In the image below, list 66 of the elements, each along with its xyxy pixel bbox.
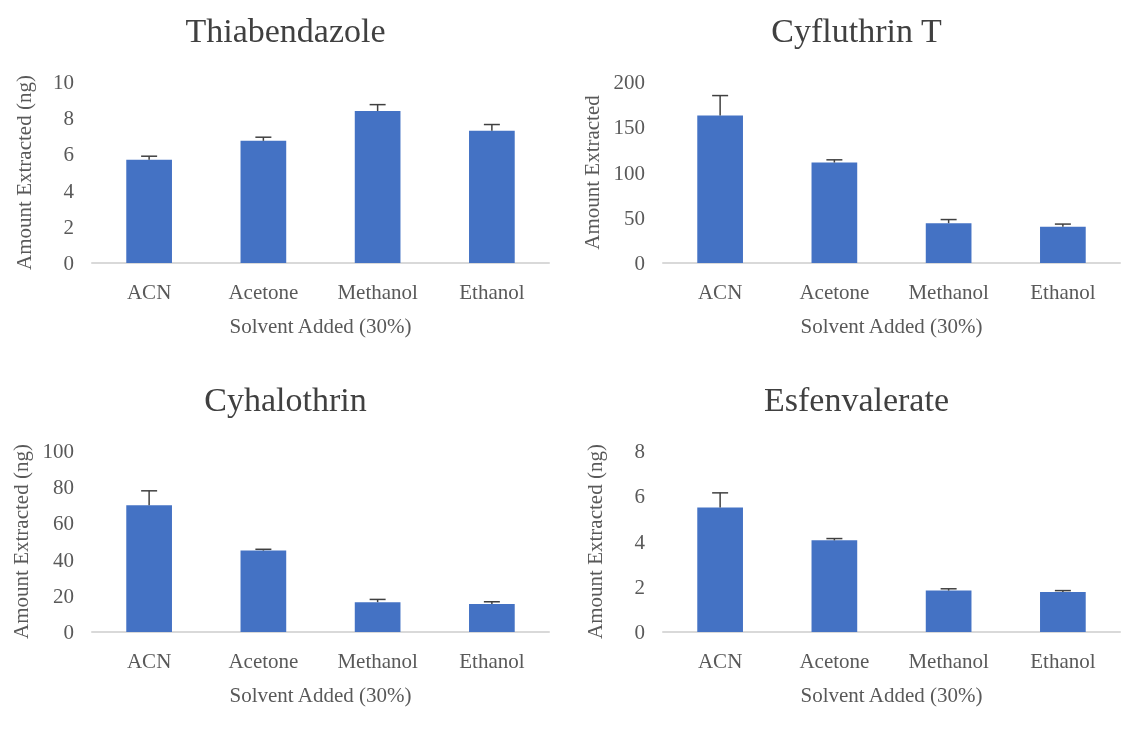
y-axis-title: Amount Extracted (ng) [11, 75, 36, 270]
x-axis-title: Solvent Added (30%) [800, 313, 983, 338]
y-tick-label: 6 [634, 484, 645, 509]
x-tick-label: Methanol [908, 279, 990, 304]
y-tick-label: 0 [63, 620, 74, 644]
x-tick-label: Acetone [228, 648, 299, 673]
bar [126, 505, 172, 632]
y-tick-label: 60 [53, 511, 74, 536]
bar [925, 223, 972, 263]
x-tick-label: Methanol [337, 648, 419, 673]
x-tick-label: Acetone [228, 279, 299, 304]
x-tick-label: Methanol [337, 279, 419, 304]
y-tick-label: 2 [634, 574, 645, 599]
bar [697, 507, 743, 632]
x-tick-label: Ethanol [1030, 648, 1096, 673]
y-tick-label: 50 [624, 205, 645, 230]
bar [1040, 591, 1086, 632]
x-tick-label: Acetone [799, 279, 870, 304]
y-tick-label: 0 [63, 251, 74, 275]
y-axis-title: Amount Extracted (ng) [582, 444, 607, 639]
y-tick-label: 10 [53, 70, 74, 94]
x-tick-label: ACN [126, 648, 172, 673]
y-tick-label: 8 [63, 106, 74, 131]
bar [240, 550, 287, 632]
x-tick-label: ACN [697, 279, 743, 304]
bar [925, 590, 972, 632]
chart-title: Cyfluthrin T [771, 11, 942, 49]
y-tick-label: 2 [63, 214, 74, 239]
y-tick-label: 40 [53, 547, 74, 572]
bar [469, 603, 515, 632]
x-axis-title: Solvent Added (30%) [800, 682, 983, 707]
chart-title: Esfenvalerate [764, 380, 949, 418]
x-tick-label: Acetone [799, 648, 870, 673]
x-tick-label: ACN [697, 648, 743, 673]
bar [697, 115, 743, 263]
bar [1040, 226, 1086, 263]
y-tick-label: 80 [53, 475, 74, 500]
y-tick-label: 0 [634, 251, 645, 275]
x-tick-label: Ethanol [459, 648, 525, 673]
bar [354, 602, 401, 632]
y-axis-title: Amount Extracted (ng) [9, 444, 34, 639]
bar [469, 130, 515, 263]
y-tick-label: 100 [42, 439, 74, 463]
y-tick-label: 4 [634, 529, 646, 554]
x-tick-label: Methanol [908, 648, 990, 673]
x-tick-label: Ethanol [1030, 279, 1096, 304]
bar [354, 110, 401, 263]
x-tick-label: Ethanol [459, 279, 525, 304]
bar [811, 540, 858, 632]
bar [240, 140, 287, 263]
bar [811, 162, 858, 263]
y-tick-label: 100 [613, 160, 645, 185]
y-tick-label: 0 [634, 620, 645, 644]
chart-title: Thiabendazole [185, 11, 386, 49]
y-axis-title: Amount Extracted [580, 94, 605, 250]
y-tick-label: 4 [63, 178, 75, 203]
bar [126, 159, 172, 263]
x-axis-title: Solvent Added (30%) [229, 313, 412, 338]
y-tick-label: 6 [63, 142, 74, 167]
y-tick-label: 150 [613, 115, 645, 140]
x-axis-title: Solvent Added (30%) [229, 682, 412, 707]
y-tick-label: 20 [53, 583, 74, 608]
y-tick-label: 200 [613, 70, 645, 94]
chart-title: Cyhalothrin [204, 380, 367, 418]
y-tick-label: 8 [634, 439, 645, 463]
x-tick-label: ACN [126, 279, 172, 304]
